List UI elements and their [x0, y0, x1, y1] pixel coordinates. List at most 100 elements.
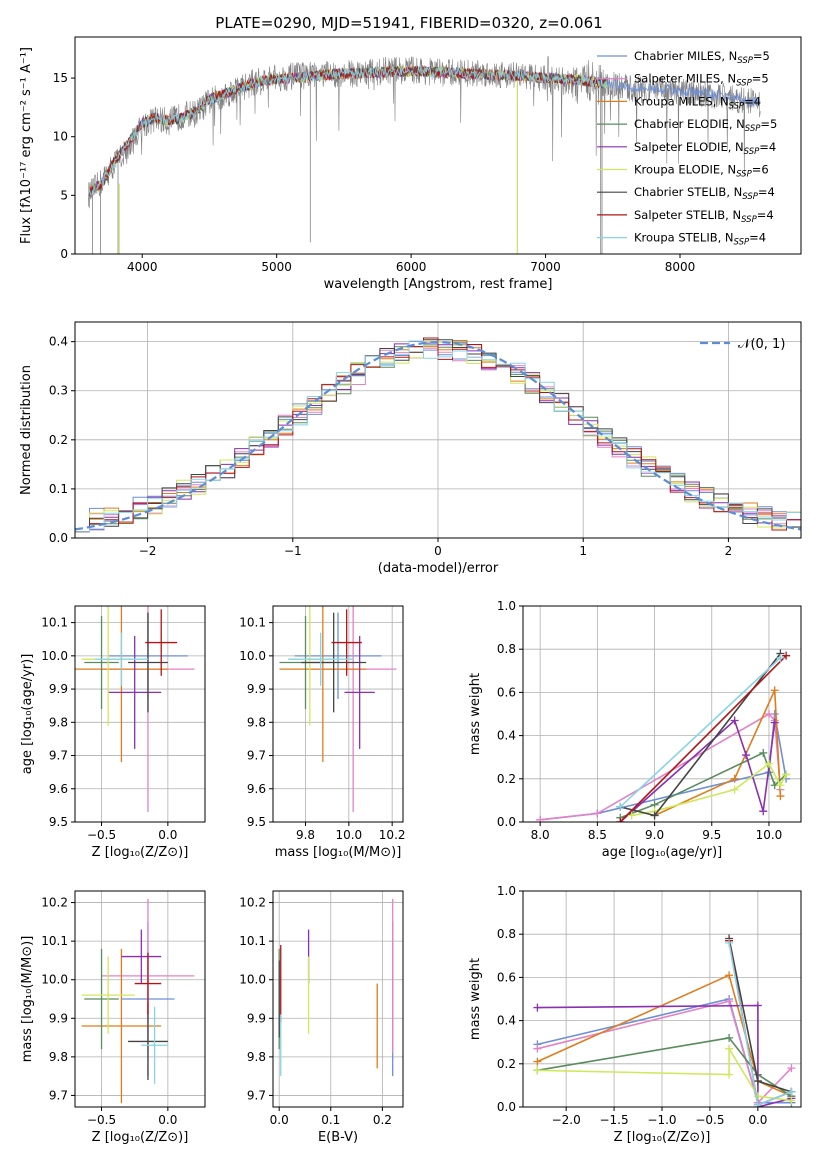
legend-subscript: SSP — [737, 56, 753, 66]
axes-frame — [272, 890, 404, 1108]
plot-area — [533, 934, 796, 1107]
x-tick-label: 4000 — [127, 260, 158, 274]
x-tick-label: 8000 — [665, 260, 696, 274]
legend-subscript: SSP — [744, 147, 760, 157]
model-line-1 — [87, 65, 606, 199]
weight-marker — [725, 1033, 734, 1042]
legend-gaussian-label: 𝒩(0, 1) — [738, 337, 785, 352]
weight-marker — [725, 1070, 734, 1079]
legend-text: Kroupa MILES, N — [634, 94, 729, 108]
weight-line-7 — [619, 655, 787, 822]
weight-line-2 — [654, 689, 782, 817]
y-tick-label: 0 — [60, 247, 68, 261]
legend-suffix: =5 — [760, 117, 777, 131]
legend-text: Salpeter ELODIE, N — [634, 140, 744, 154]
legend-suffix: =4 — [757, 208, 774, 222]
model-line-8 — [87, 66, 608, 199]
plot-area — [81, 898, 195, 1104]
y-tick-label: 1.0 — [497, 599, 516, 613]
x-tick-label: 2 — [725, 544, 733, 558]
x-tick-label: 6000 — [396, 260, 427, 274]
weight-marker — [533, 1057, 542, 1066]
model-line-4 — [87, 65, 606, 199]
x-tick-label: 0.2 — [373, 1113, 392, 1127]
legend-suffix: =6 — [752, 163, 769, 177]
x-tick-label: −0.5 — [87, 1113, 116, 1127]
y-tick-label: 10.0 — [41, 973, 68, 987]
x-axis-label: wavelength [Angstrom, rest frame] — [324, 277, 553, 292]
y-tick-label: 0.4 — [49, 335, 68, 349]
weight-marker — [730, 785, 739, 794]
x-axis-label: age [log₁₀(age/yr)] — [602, 845, 723, 860]
x-tick-label: 5000 — [261, 260, 292, 274]
weight-marker — [782, 770, 791, 779]
y-tick-label: 0.0 — [497, 1100, 516, 1114]
x-tick-label: 0.0 — [270, 1113, 289, 1127]
weight-marker — [759, 748, 768, 757]
x-tick-label: 10.0 — [756, 828, 783, 842]
y-tick-label: 1.0 — [497, 884, 516, 898]
x-tick-label: −1.5 — [599, 1113, 628, 1127]
weight-marker — [616, 818, 625, 822]
x-tick-label: −0.5 — [87, 828, 116, 842]
axes-z_weight: −2.0 −1.5 −1.0 −0.5 0.0 0.0 0.2 0.4 0.6 0.8 1.0 Z [… — [468, 884, 802, 1145]
weight-marker — [742, 751, 751, 760]
y-tick-label: 9.9 — [49, 682, 68, 696]
axes-mass_age: 9.8 10.0 10.2 9.5 9.6 9.7 9.8 9.9 10.0 10.1 mass [… — [239, 605, 406, 860]
axes-frame — [74, 36, 802, 255]
weight-marker — [776, 653, 785, 662]
axes-spectrum: 4000 5000 6000 7000 8000 0 5 10 15 wavelength [An… — [19, 36, 802, 292]
y-tick-label: 0.1 — [49, 482, 68, 496]
weight-marker — [759, 807, 768, 816]
plot-area — [279, 606, 397, 813]
y-tick-label: 0.0 — [49, 531, 68, 545]
legend-label-2: Kroupa MILES, NSSP=4 — [634, 94, 761, 111]
y-tick-label: 9.7 — [49, 749, 68, 763]
legend-label-0: Chabrier MILES, NSSP=5 — [634, 49, 770, 66]
weight-line-4 — [537, 1004, 792, 1107]
plot-area — [75, 337, 801, 533]
gaussian-curve — [75, 341, 801, 531]
y-tick-label: 10.1 — [41, 616, 68, 630]
legend-label-1: Salpeter MILES, NSSP=5 — [634, 72, 769, 89]
legend-subscript: SSP — [734, 238, 750, 248]
y-axis-label: Normed distribution — [19, 365, 34, 495]
y-tick-label: 9.5 — [247, 815, 266, 829]
x-axis-label: Z [log₁₀(Z/Z⊙)] — [614, 1130, 711, 1145]
x-tick-label: −1 — [284, 544, 302, 558]
legend-text: Chabrier MILES, N — [634, 49, 737, 63]
model-line-7 — [87, 65, 606, 199]
weight-line-7 — [728, 940, 792, 1106]
legend-suffix: =4 — [759, 140, 776, 154]
legend-text: Chabrier ELODIE, N — [634, 117, 745, 131]
plot-area — [75, 606, 195, 813]
legend-text: Kroupa STELIB, N — [634, 231, 734, 245]
histogram-7 — [75, 337, 801, 533]
y-tick-label: 15 — [53, 71, 68, 85]
legend-text: Salpeter STELIB, N — [634, 208, 741, 222]
legend-suffix: =4 — [744, 94, 761, 108]
weight-marker — [533, 1066, 542, 1075]
y-tick-label: 9.5 — [49, 815, 68, 829]
y-axis-label: age [log₁₀(age/yr)] — [20, 654, 35, 775]
y-axis-label: Flux [fλ10⁻¹⁷ erg cm⁻² s⁻¹ A⁻¹] — [19, 47, 34, 244]
model-line-5 — [87, 64, 608, 199]
weight-marker — [725, 971, 734, 980]
weight-marker — [730, 716, 739, 725]
y-tick-label: 10.1 — [239, 616, 266, 630]
axes-frame — [74, 890, 206, 1108]
y-tick-label: 10.0 — [239, 649, 266, 663]
weight-marker — [770, 686, 779, 695]
weight-marker — [725, 1044, 734, 1053]
legend-text: Salpeter MILES, N — [634, 72, 736, 86]
axes-ebv_mass: 0.0 0.1 0.2 9.7 9.8 9.9 10.0 10.1 10.2 E(B-V) — [239, 890, 404, 1145]
weight-marker — [730, 774, 739, 783]
y-axis-label: mass weight — [468, 673, 483, 755]
x-tick-label: 1 — [579, 544, 587, 558]
y-tick-label: 10 — [53, 130, 68, 144]
model-line-6 — [87, 65, 608, 199]
y-tick-label: 0.6 — [497, 970, 516, 984]
legend-text: Kroupa ELODIE, N — [634, 163, 736, 177]
plot-area — [536, 649, 791, 822]
y-tick-label: 5 — [60, 188, 68, 202]
